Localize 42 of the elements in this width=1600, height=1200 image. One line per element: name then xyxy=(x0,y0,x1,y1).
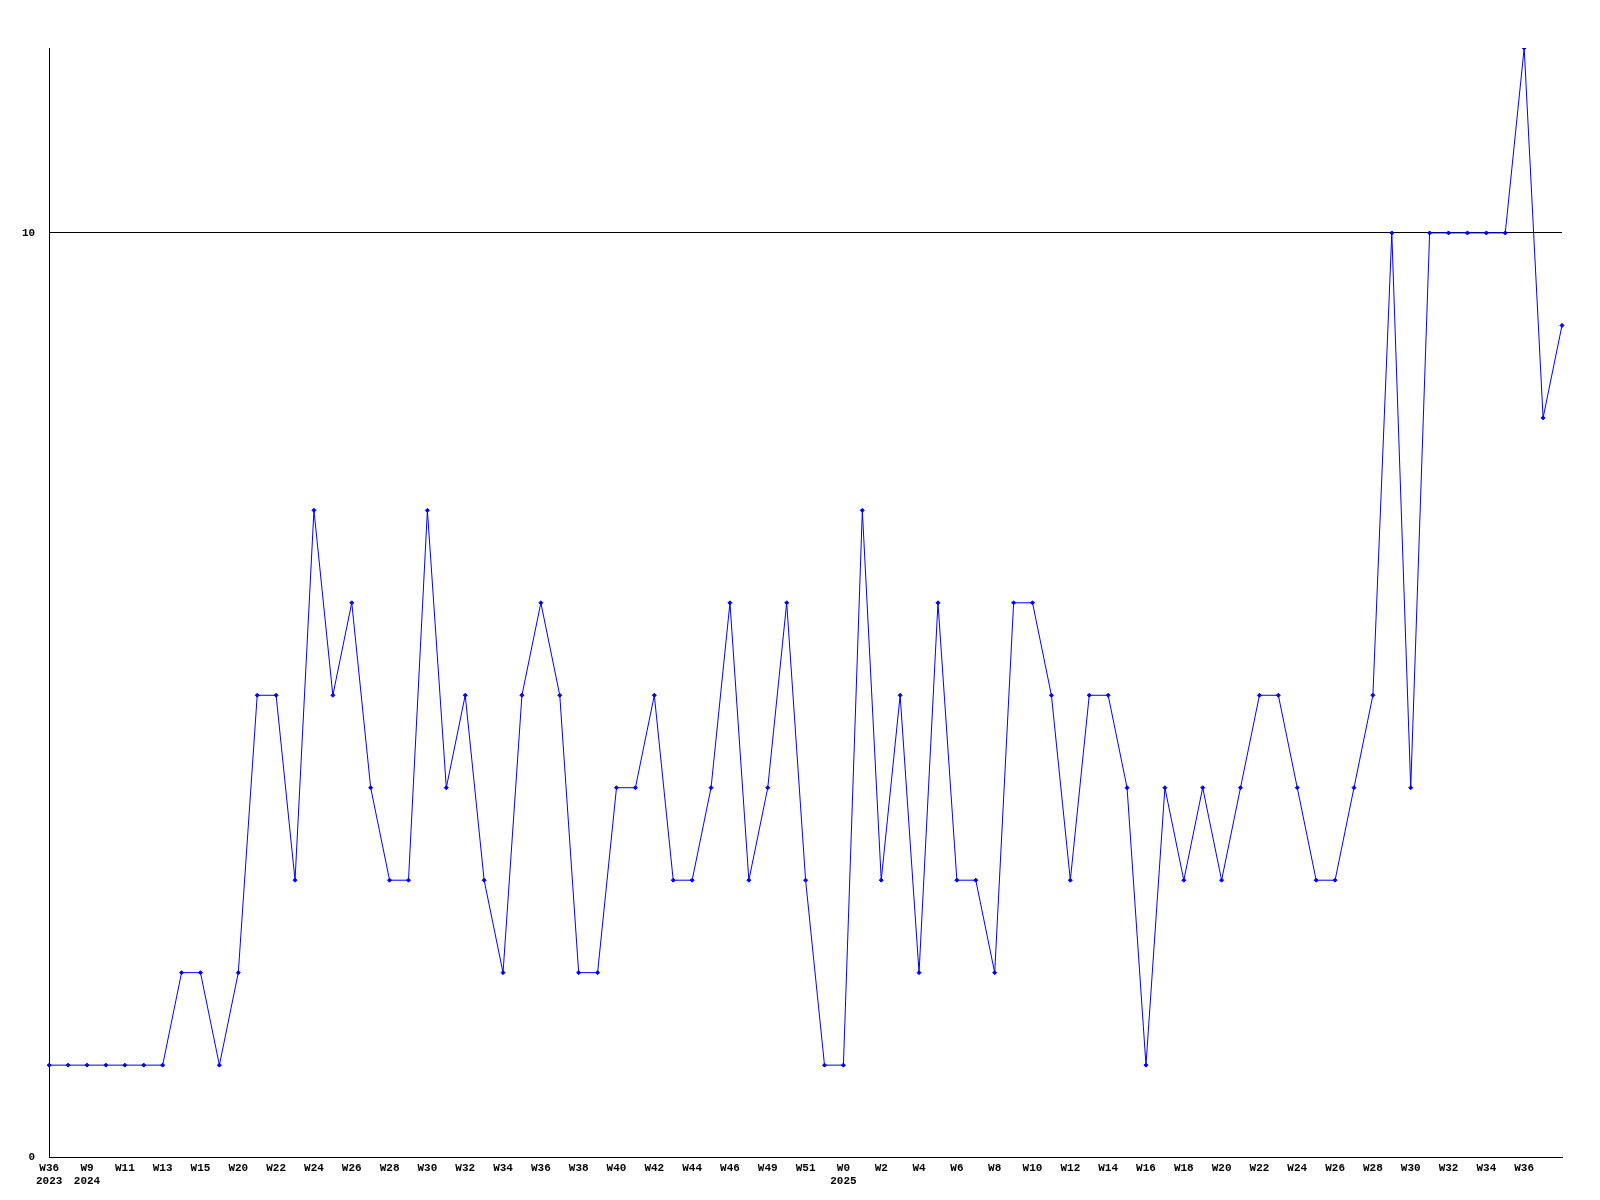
x-tick-label: W8 xyxy=(988,1161,1002,1174)
x-tick-label: W0 2025 xyxy=(830,1161,858,1188)
x-tick-label: W2 xyxy=(874,1161,888,1174)
x-tick-label: W24 xyxy=(304,1161,325,1174)
x-tick-label: W38 xyxy=(568,1161,589,1174)
x-tick-label: W40 xyxy=(606,1161,627,1174)
x-tick-label: W11 xyxy=(114,1161,136,1174)
x-tick-label: W18 xyxy=(1173,1161,1195,1174)
x-tick-label: W24 xyxy=(1287,1161,1308,1174)
x-tick-label: W46 xyxy=(720,1161,740,1174)
x-tick-label: W44 xyxy=(682,1161,703,1174)
x-tick-label: W6 xyxy=(950,1161,964,1174)
x-tick-label: W32 xyxy=(1438,1161,1459,1174)
x-tick-label: W15 xyxy=(190,1161,211,1174)
x-tick-label: W30 xyxy=(1400,1161,1421,1174)
y-tick-label: 10 xyxy=(22,226,36,239)
x-tick-label: W28 xyxy=(1362,1161,1384,1174)
x-tick-label: W34 xyxy=(1476,1161,1497,1174)
x-tick-label: W12 xyxy=(1060,1161,1081,1174)
x-tick-label: W26 xyxy=(341,1161,362,1174)
x-tick-label: W42 xyxy=(644,1161,665,1174)
x-tick-label: W4 xyxy=(912,1161,927,1174)
y-tick-label: 0 xyxy=(28,1151,36,1164)
x-tick-label: W22 xyxy=(266,1161,287,1174)
x-tick-label: W32 xyxy=(455,1161,476,1174)
x-tick-label: W10 xyxy=(1022,1161,1043,1174)
x-tick-label: W20 xyxy=(1211,1161,1232,1174)
x-tick-label: W36 xyxy=(530,1161,551,1174)
x-tick-label: W36 xyxy=(1514,1161,1535,1174)
x-tick-label: W16 xyxy=(1136,1161,1156,1174)
x-tick-label: W34 xyxy=(493,1161,514,1174)
x-tick-label: W36 2023 xyxy=(36,1161,63,1188)
x-tick-label: W30 xyxy=(417,1161,438,1174)
x-tick-label: W22 xyxy=(1249,1161,1270,1174)
x-tick-label: W26 xyxy=(1325,1161,1345,1174)
x-tick-label: W14 xyxy=(1098,1161,1119,1174)
x-tick-label: W51 xyxy=(795,1161,816,1174)
x-tick-label: W13 xyxy=(152,1161,173,1174)
x-tick-label: W20 xyxy=(228,1161,249,1174)
x-tick-label: W28 xyxy=(379,1161,400,1174)
x-tick-label: W49 xyxy=(757,1161,778,1174)
x-tick-label: W9 2024 xyxy=(73,1161,101,1188)
